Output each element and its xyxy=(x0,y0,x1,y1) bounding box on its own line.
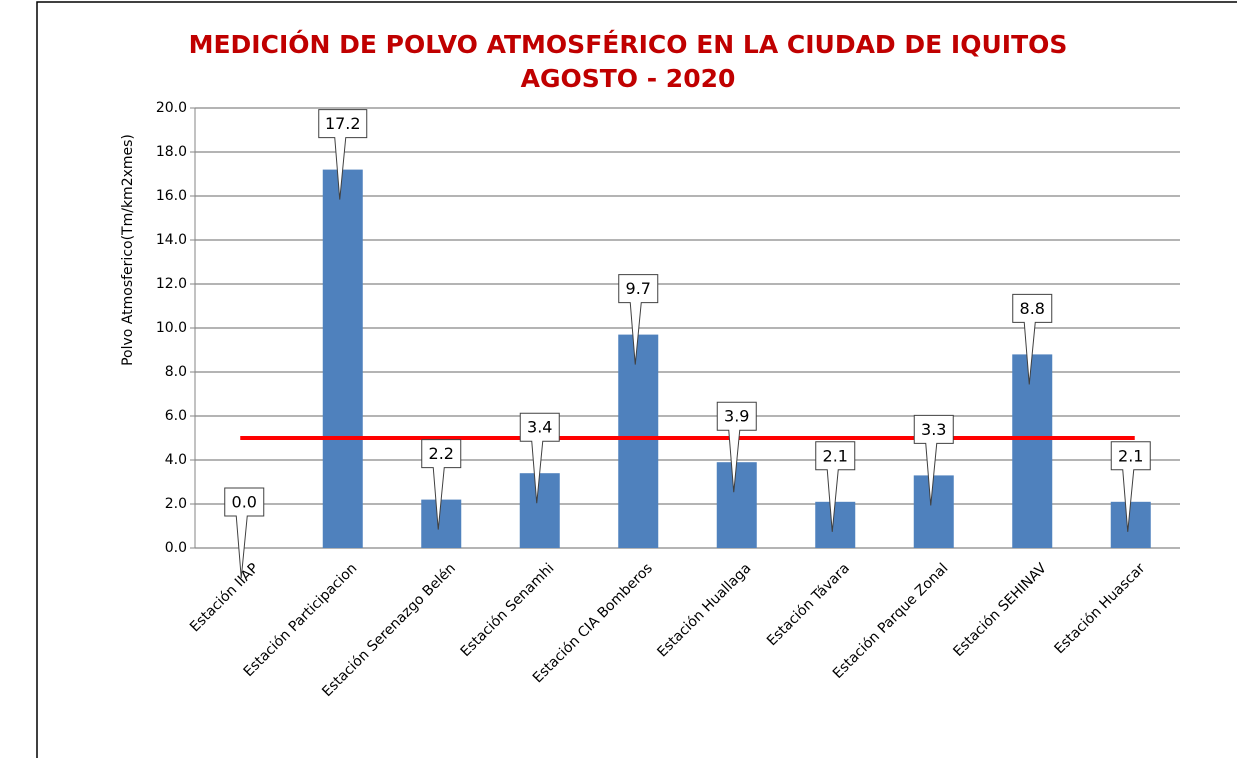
data-label: 3.4 xyxy=(527,418,552,437)
y-tick-label: 12.0 xyxy=(156,276,187,292)
callout xyxy=(618,274,659,365)
bar xyxy=(1012,354,1053,548)
data-label: 2.1 xyxy=(823,446,848,465)
y-tick-label: 18.0 xyxy=(156,144,187,160)
callout xyxy=(1110,441,1151,532)
data-label: 17.2 xyxy=(325,114,361,133)
y-tick-label: 2.0 xyxy=(165,496,187,512)
data-label: 9.7 xyxy=(626,279,651,298)
y-tick-label: 0.0 xyxy=(165,540,187,556)
data-label: 0.0 xyxy=(232,493,257,512)
data-label: 8.8 xyxy=(1020,299,1045,318)
bar xyxy=(913,475,954,548)
bar xyxy=(519,473,560,548)
y-tick-label: 20.0 xyxy=(156,100,187,116)
bar xyxy=(1110,501,1151,548)
callout xyxy=(224,487,265,579)
callout xyxy=(1012,293,1053,385)
callout xyxy=(421,439,462,530)
bar xyxy=(421,499,462,548)
data-label: 2.2 xyxy=(429,444,454,463)
bar xyxy=(322,169,363,548)
y-tick-label: 8.0 xyxy=(165,364,187,380)
callout xyxy=(913,414,954,506)
y-tick-label: 4.0 xyxy=(165,452,187,468)
bar xyxy=(618,334,659,548)
y-tick-label: 14.0 xyxy=(156,232,187,248)
data-label: 3.3 xyxy=(921,420,946,439)
callout xyxy=(815,441,856,532)
chart-title: AGOSTO - 2020 xyxy=(521,64,736,93)
callout xyxy=(716,401,757,493)
bar xyxy=(716,462,757,548)
y-tick-label: 16.0 xyxy=(156,188,187,204)
y-axis-label: Polvo Atmosferico(Tm/km2xmes) xyxy=(120,134,136,366)
data-label: 2.1 xyxy=(1118,446,1143,465)
chart-title: MEDICIÓN DE POLVO ATMOSFÉRICO EN LA CIUD… xyxy=(189,29,1068,59)
callout xyxy=(318,109,368,200)
callout xyxy=(519,412,560,504)
data-label: 3.9 xyxy=(724,407,749,426)
y-tick-label: 10.0 xyxy=(156,320,187,336)
y-tick-label: 6.0 xyxy=(165,408,187,424)
bar xyxy=(815,501,856,548)
